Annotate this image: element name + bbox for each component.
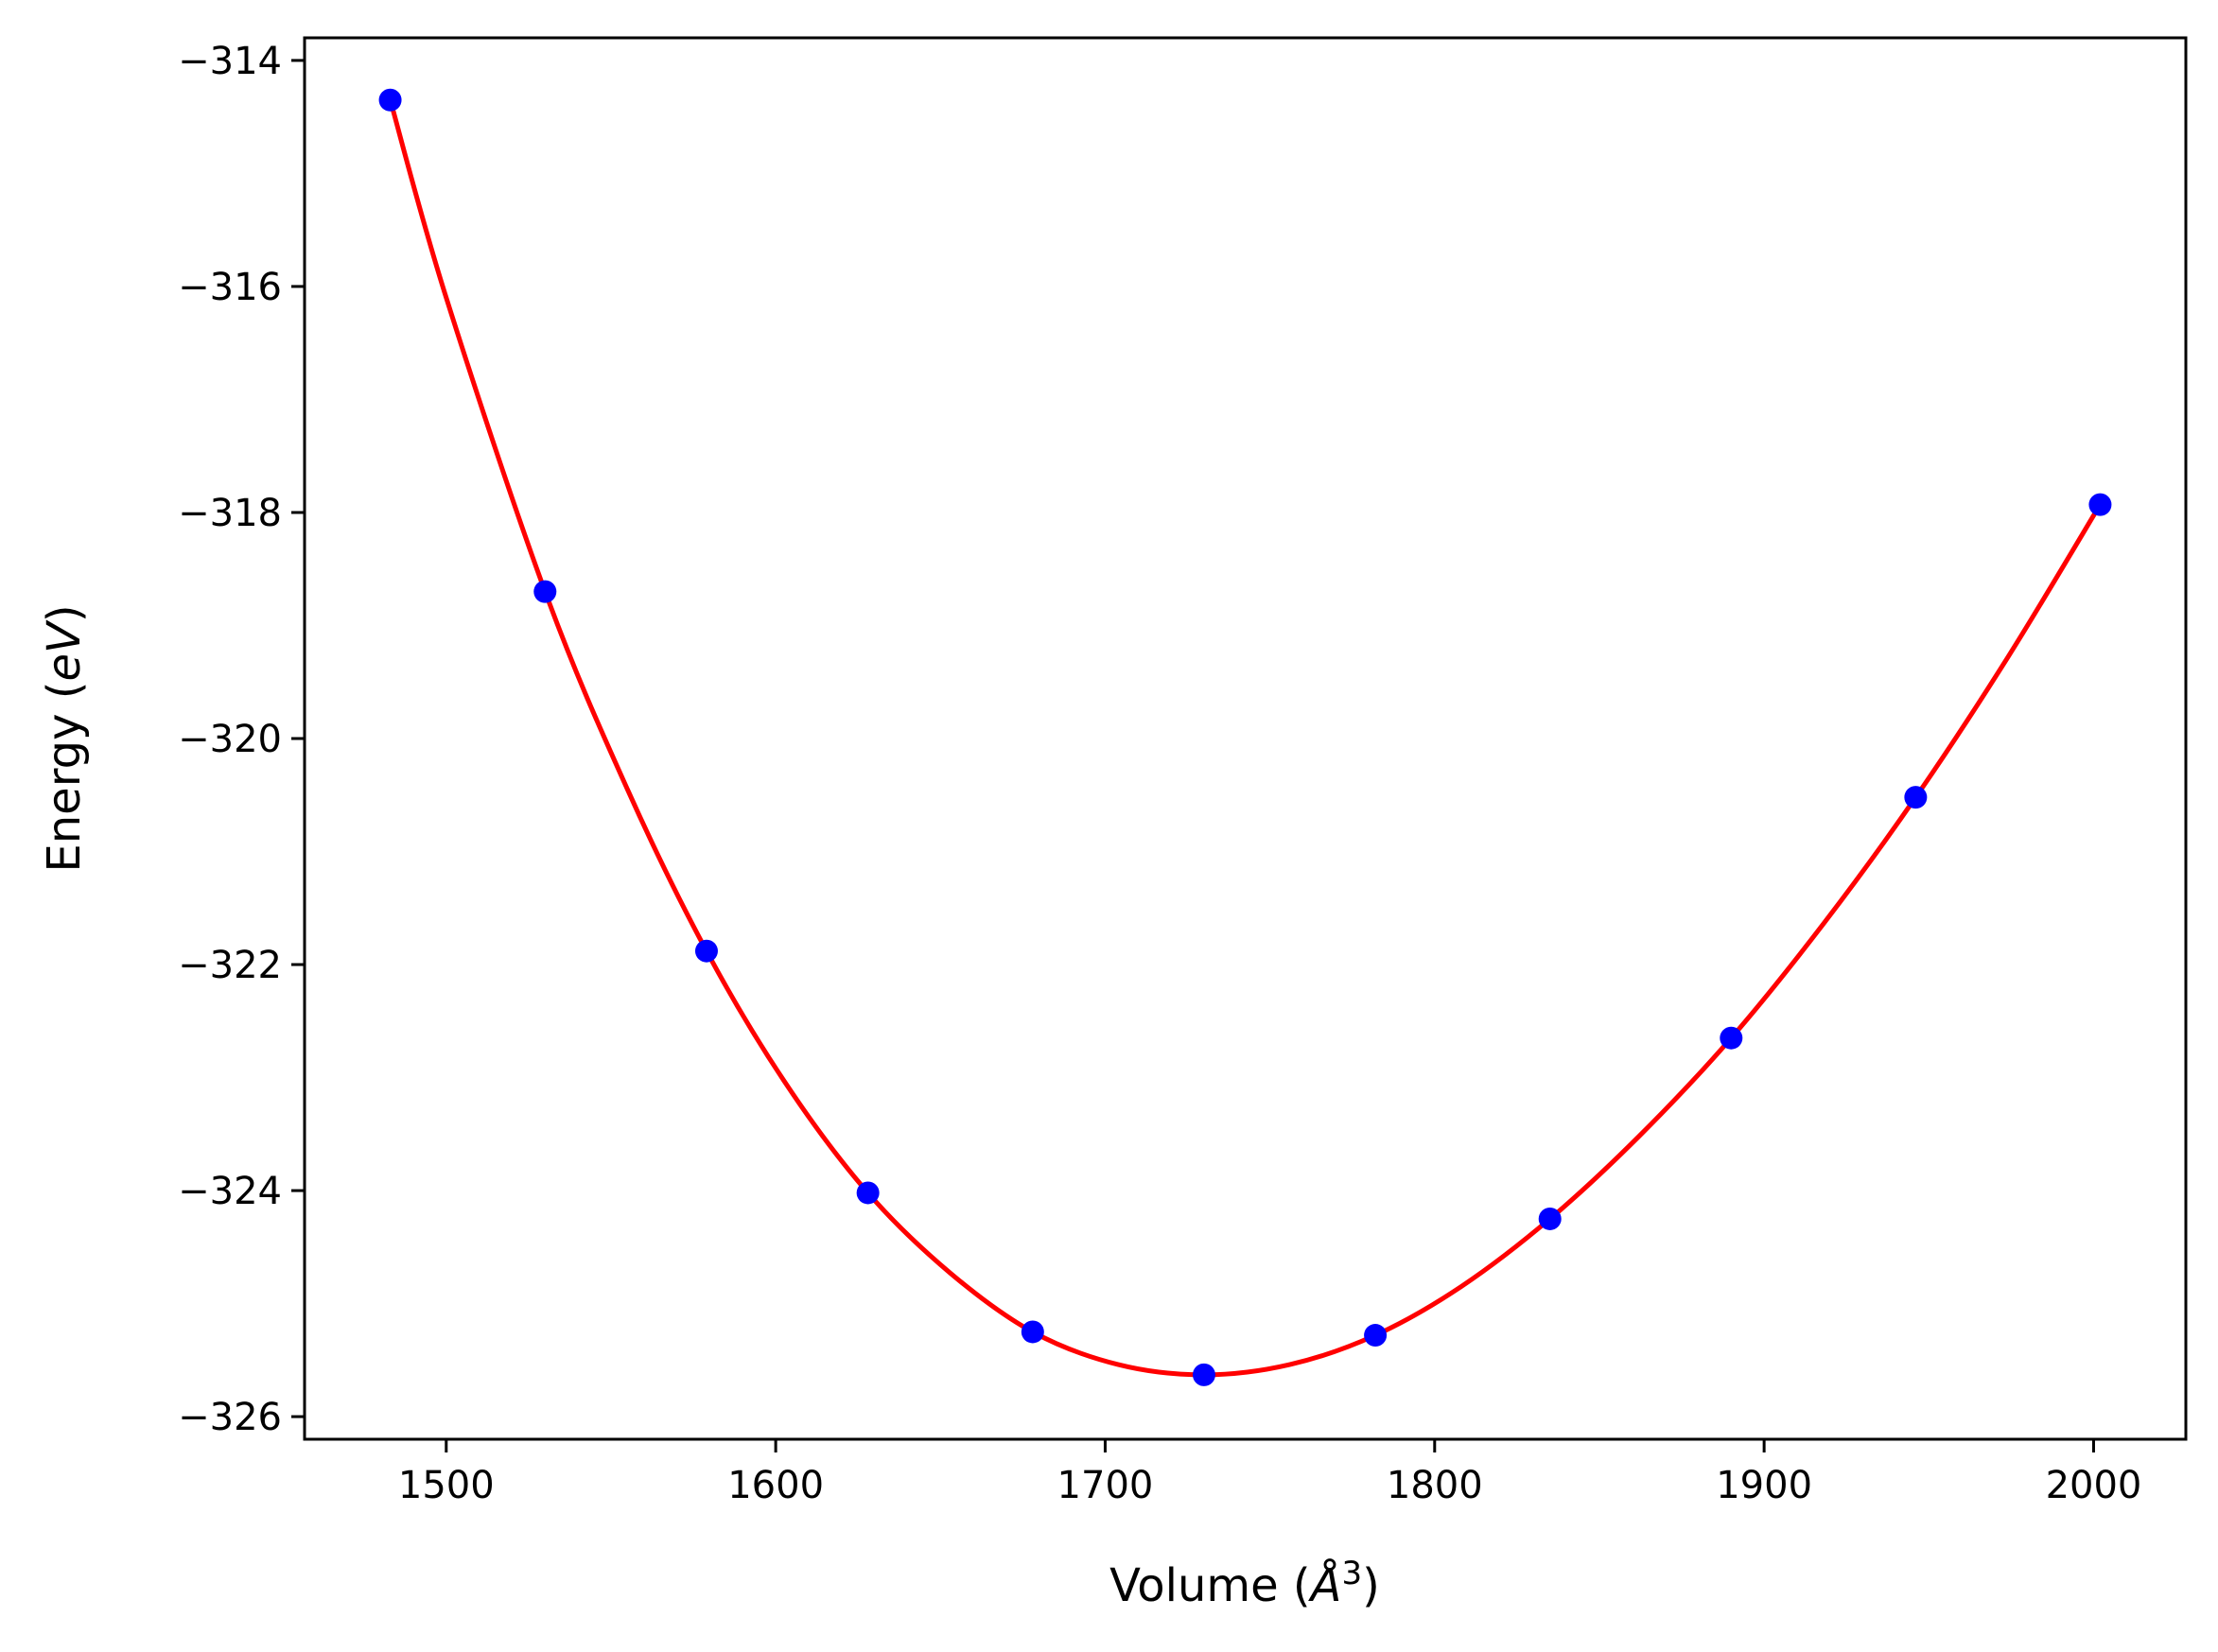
- x-tick-label: 1900: [1716, 1464, 1812, 1507]
- y-axis-ticks: −314 −316 −318 −320 −322 −324 −326: [178, 40, 305, 1439]
- y-tick-label: −320: [178, 718, 282, 761]
- x-axis-title: Volume (Å3): [1109, 1555, 1380, 1612]
- data-points-layer: [378, 88, 2112, 1386]
- y-tick-label: −322: [178, 944, 282, 987]
- fit-curve-layer: [388, 99, 2103, 1378]
- x-axis-ticks: 1500 1600 1700 1800 1900 2000: [398, 1439, 2141, 1507]
- x-tick-label: 2000: [2046, 1464, 2142, 1507]
- data-point: [856, 1181, 880, 1205]
- data-point: [1904, 786, 1928, 809]
- y-tick-label: −316: [178, 266, 282, 309]
- y-axis-title: Energy (eV): [38, 604, 91, 872]
- data-point: [1021, 1320, 1044, 1344]
- x-tick-label: 1500: [398, 1464, 495, 1507]
- data-point: [1192, 1363, 1215, 1386]
- data-point: [1720, 1026, 1743, 1050]
- y-tick-label: −326: [178, 1396, 282, 1439]
- y-tick-label: −314: [178, 40, 282, 83]
- data-point: [378, 88, 402, 112]
- data-point: [1364, 1324, 1388, 1348]
- x-tick-label: 1700: [1057, 1464, 1154, 1507]
- fit-curve-line: [388, 99, 2103, 1378]
- data-point: [694, 939, 718, 963]
- data-point: [1538, 1207, 1562, 1230]
- y-tick-label: −318: [178, 492, 282, 535]
- x-tick-label: 1800: [1387, 1464, 1483, 1507]
- y-tick-label: −324: [178, 1170, 282, 1213]
- x-tick-label: 1600: [727, 1464, 824, 1507]
- data-point: [2088, 493, 2112, 516]
- data-point: [533, 580, 557, 603]
